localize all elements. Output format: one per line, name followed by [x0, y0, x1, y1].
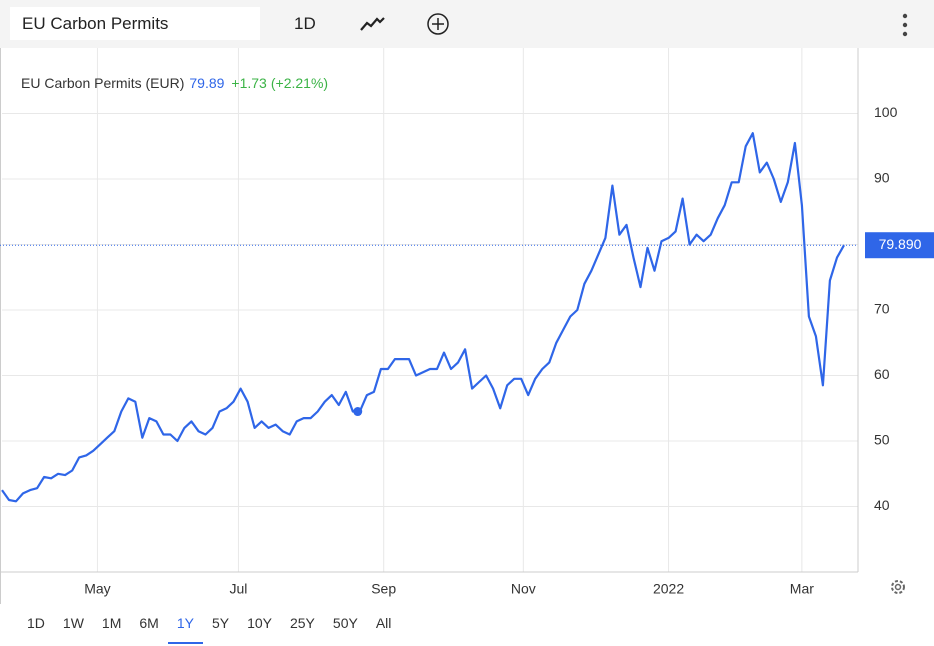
range-button[interactable]: 6M — [139, 615, 159, 631]
legend-price: 79.89 — [189, 75, 224, 91]
settings-icon[interactable] — [891, 580, 905, 594]
x-tick-label: May — [84, 581, 110, 597]
y-tick-label: 90 — [874, 170, 890, 186]
range-button[interactable]: 25Y — [289, 615, 315, 631]
toolbar: EU Carbon Permits 1D — [0, 0, 934, 48]
legend-label: EU Carbon Permits (EUR) — [21, 75, 184, 91]
range-button[interactable]: 1Y — [167, 604, 203, 644]
x-tick-label: Nov — [511, 581, 536, 597]
y-tick-label: 40 — [874, 497, 890, 513]
price-tag-label: 79.890 — [879, 236, 922, 252]
y-tick-label: 60 — [874, 366, 890, 382]
chart-type-icon[interactable] — [358, 14, 386, 34]
add-icon[interactable] — [426, 12, 450, 36]
range-button[interactable]: 1M — [101, 615, 122, 631]
y-tick-label: 50 — [874, 432, 890, 448]
legend-change: +1.73 — [231, 75, 267, 91]
y-tick-label: 70 — [874, 301, 890, 317]
x-tick-label: Sep — [371, 581, 396, 597]
price-tag — [865, 232, 934, 259]
search-box[interactable]: EU Carbon Permits — [10, 7, 260, 40]
legend: EU Carbon Permits (EUR) 79.89 +1.73 (+2.21%… — [21, 75, 328, 91]
range-button[interactable]: 1D — [27, 615, 45, 631]
price-line-series — [1, 132, 845, 503]
chart: 405060708090100MayJulSepNov2022MarEU Car… — [0, 48, 934, 604]
x-tick-label: 2022 — [653, 581, 684, 597]
range-button[interactable]: 5Y — [211, 615, 230, 631]
x-tick-label: Jul — [229, 581, 247, 597]
interval-button[interactable]: 1D — [294, 14, 316, 33]
range-bar: 1D 1W 1M 6M 1Y 5Y 10Y 25Y 50Y All — [18, 604, 400, 646]
range-button[interactable]: 1W — [62, 615, 84, 631]
event-marker — [353, 407, 363, 417]
menu-icon[interactable] — [898, 12, 912, 38]
y-tick-label: 100 — [874, 104, 898, 120]
legend-change-pct: (+2.21%) — [271, 75, 328, 91]
range-button[interactable]: All — [375, 615, 392, 631]
range-button[interactable]: 10Y — [247, 615, 272, 631]
x-tick-label: Mar — [790, 581, 814, 597]
range-button[interactable]: 50Y — [332, 615, 358, 631]
